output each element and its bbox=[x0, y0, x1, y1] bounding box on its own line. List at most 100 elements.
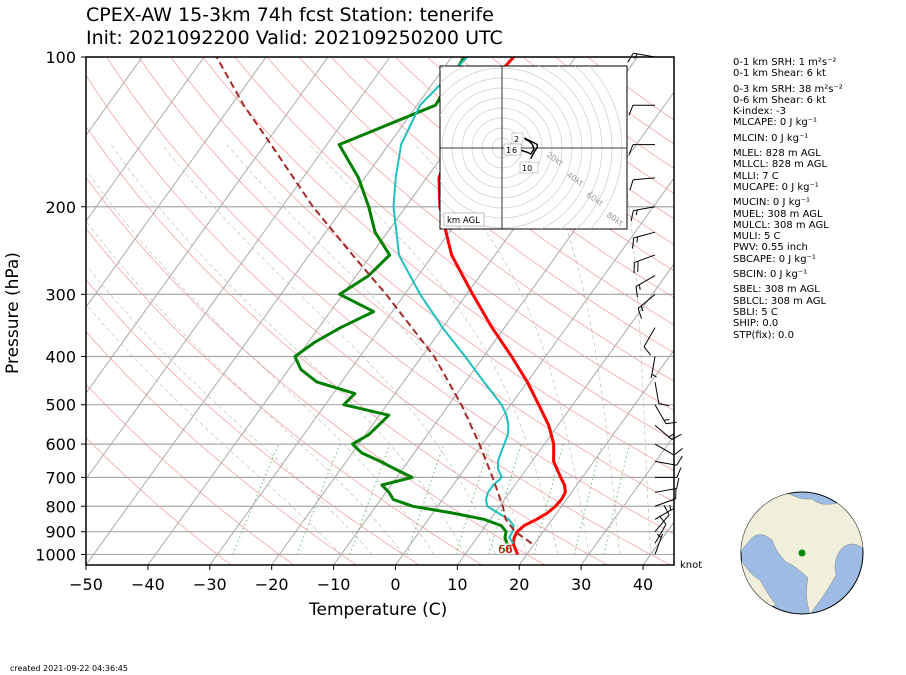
wind-barb-staff bbox=[643, 327, 656, 347]
plot-frame bbox=[85, 56, 675, 566]
isotherm bbox=[86, 57, 143, 137]
dry-adiabat bbox=[234, 57, 674, 412]
wind-barb-half bbox=[636, 236, 639, 243]
y-tick-label: 300 bbox=[45, 285, 76, 304]
stat-row: 0-6 km Shear: 6 kt bbox=[733, 94, 826, 106]
mixing-ratio-line bbox=[574, 443, 603, 555]
wind-barb bbox=[654, 533, 663, 555]
stat-row: MLCIN: 0 J kg⁻¹ bbox=[733, 132, 809, 144]
isotherm bbox=[86, 57, 267, 308]
wind-unit-label: knot bbox=[680, 560, 703, 571]
wind-barb-flag bbox=[671, 433, 682, 440]
x-tick-label: 0 bbox=[390, 575, 400, 594]
dry-adiabat bbox=[86, 383, 294, 565]
wind-barb-half bbox=[635, 209, 638, 216]
stat-row: STP(fix): 0.0 bbox=[733, 329, 794, 341]
hodograph-legend-box bbox=[443, 212, 485, 227]
y-tick-label: 400 bbox=[45, 348, 76, 367]
wind-barb-flag bbox=[673, 448, 683, 456]
wind-barb-flag bbox=[676, 455, 683, 466]
isotherm bbox=[580, 435, 674, 565]
wind-barb-half bbox=[638, 284, 641, 290]
stat-row: MLLCL: 828 m AGL bbox=[733, 159, 828, 171]
wind-barb bbox=[637, 293, 656, 319]
dry-adiabat bbox=[106, 57, 674, 535]
wind-barb-half bbox=[669, 504, 672, 511]
wind-barb-staff bbox=[637, 293, 656, 309]
wind-barb-staff bbox=[654, 507, 675, 520]
wind-barb bbox=[654, 504, 675, 520]
wind-barb bbox=[654, 455, 683, 466]
stat-row: SBCAPE: 0 J kg⁻¹ bbox=[733, 253, 816, 265]
isotherm bbox=[456, 263, 674, 565]
moist-adiabat bbox=[86, 264, 373, 555]
moist-adiabat bbox=[110, 144, 466, 555]
wind-barb-staff bbox=[633, 177, 656, 181]
isotherm bbox=[86, 57, 453, 565]
y-tick-label: 900 bbox=[45, 523, 76, 542]
wind-barb-staff bbox=[654, 514, 670, 533]
x-tick-label: −50 bbox=[69, 575, 103, 594]
stat-row: SBLCL: 308 m AGL bbox=[733, 295, 827, 307]
dewpoint-profile bbox=[293, 57, 509, 544]
wind-barb bbox=[654, 515, 667, 544]
moist-adiabat bbox=[414, 144, 590, 555]
mixing-ratio-line bbox=[455, 443, 491, 555]
x-tick-label: 20 bbox=[509, 575, 529, 594]
stat-row: K-index: -3 bbox=[733, 106, 786, 118]
wind-barb bbox=[655, 467, 682, 478]
hodograph-legend-label: km AGL bbox=[447, 216, 480, 226]
wind-barb-half bbox=[668, 433, 674, 438]
wind-barb bbox=[654, 404, 677, 425]
dry-adiabat bbox=[202, 57, 674, 441]
wetbulb-profile bbox=[392, 57, 515, 544]
mixing-ratio-line bbox=[232, 443, 280, 555]
wind-barb bbox=[633, 254, 656, 274]
isotherm bbox=[705, 57, 906, 565]
wind-barb-flag bbox=[630, 210, 634, 222]
station-marker bbox=[798, 549, 806, 557]
isotherm bbox=[0, 57, 18, 565]
parcel-profile bbox=[215, 57, 533, 545]
stat-row: MUCIN: 0 J kg⁻¹ bbox=[733, 197, 811, 209]
hodograph-height-label: 10 bbox=[522, 164, 532, 173]
stat-row: PWV: 0.55 inch bbox=[733, 242, 808, 254]
y-tick-label: 600 bbox=[45, 435, 76, 454]
wind-barb-half bbox=[663, 419, 670, 421]
y-tick-label: 500 bbox=[45, 396, 76, 415]
stat-row: 0-3 km SRH: 38 m²s⁻² bbox=[733, 83, 843, 95]
wind-barb-flag bbox=[637, 308, 642, 319]
dry-adiabat bbox=[394, 57, 674, 272]
dry-adiabat bbox=[86, 227, 483, 565]
wind-barb-half bbox=[634, 53, 638, 59]
stat-row: MULCL: 308 m AGL bbox=[733, 219, 829, 231]
moist-adiabat bbox=[86, 220, 404, 555]
wind-barb-staff bbox=[654, 443, 675, 456]
isotherm bbox=[86, 57, 205, 222]
stat-row: MLLI: 7 C bbox=[733, 170, 779, 182]
wind-barb bbox=[654, 477, 680, 493]
dry-adiabat bbox=[86, 436, 232, 565]
wind-barb bbox=[654, 381, 670, 407]
wind-barb bbox=[630, 206, 656, 222]
wind-barb-staff bbox=[654, 460, 677, 466]
stat-row: 0-1 km Shear: 6 kt bbox=[733, 68, 826, 80]
hodograph-trace bbox=[517, 137, 538, 160]
stat-row: MLEL: 828 m AGL bbox=[733, 148, 821, 160]
hodograph-height-label: 1 bbox=[506, 146, 511, 155]
dry-adiabat bbox=[86, 330, 357, 565]
wind-barb-staff bbox=[654, 381, 660, 404]
hodograph-height-label: 6 bbox=[512, 146, 517, 155]
stat-row: SHIP: 0.0 bbox=[733, 318, 779, 330]
wind-barb bbox=[650, 356, 657, 379]
wind-barb-staff bbox=[654, 524, 667, 544]
wind-barb-staff bbox=[654, 424, 673, 440]
wind-barb bbox=[643, 327, 656, 356]
x-axis-label: Temperature (C) bbox=[309, 600, 448, 620]
dry-adiabat bbox=[138, 57, 674, 503]
wind-barb bbox=[631, 231, 656, 249]
wind-barb-staff bbox=[633, 231, 656, 239]
y-tick-label: 800 bbox=[45, 497, 76, 516]
stat-row: 0-1 km SRH: 1 m²s⁻² bbox=[733, 57, 837, 68]
